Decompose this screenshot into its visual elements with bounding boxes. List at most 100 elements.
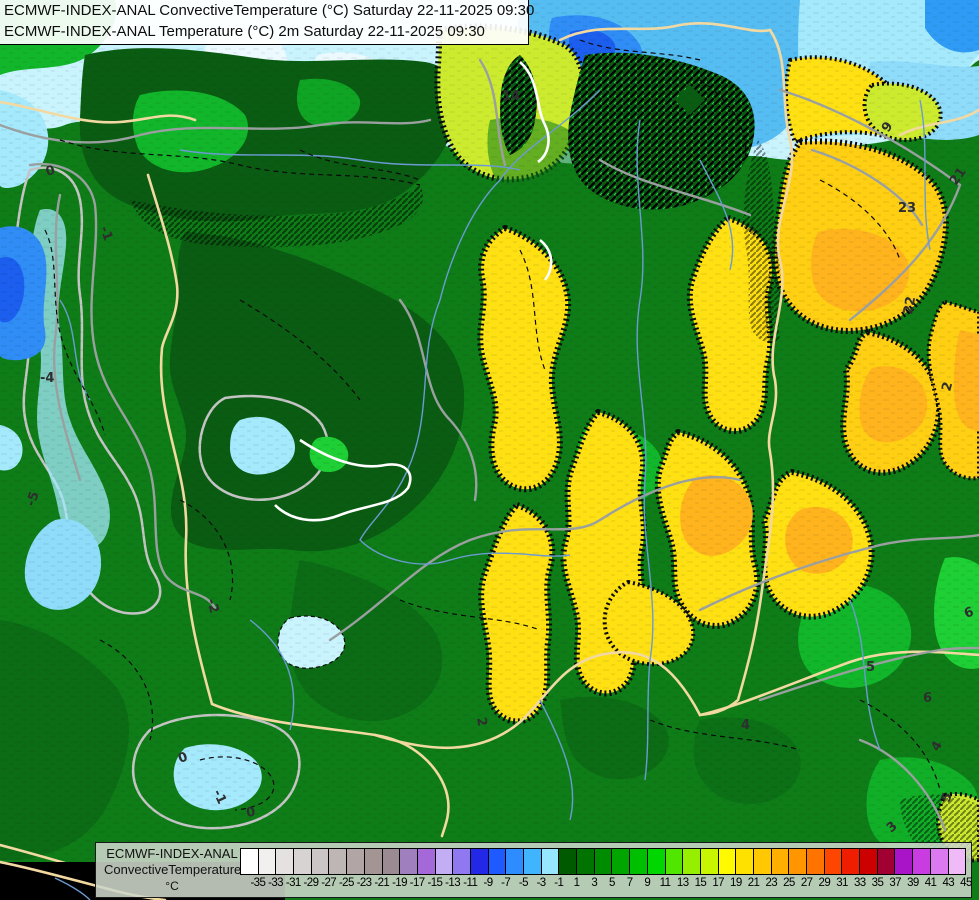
colorbar-label: -7 xyxy=(501,877,511,889)
colorbar-label: -33 xyxy=(268,877,283,889)
contour-label: -4 xyxy=(40,371,54,386)
colorbar-label: -1 xyxy=(554,877,564,889)
colorbar-cell xyxy=(470,849,489,874)
colorbar-cell xyxy=(753,849,772,874)
colorbar-label: 37 xyxy=(889,877,901,889)
contour-label: -1 xyxy=(96,224,115,243)
legend-model: ECMWF-INDEX-ANAL xyxy=(106,846,238,861)
colorbar-label: 11 xyxy=(659,877,671,889)
colorbar-cell xyxy=(789,849,807,874)
colorbar-cell xyxy=(524,849,542,874)
colorbar-label: 21 xyxy=(747,877,760,889)
contour-label: -1 xyxy=(209,787,229,806)
colorbar-cell xyxy=(948,849,966,874)
colorbar-cell xyxy=(311,849,330,874)
colorbar-label: -11 xyxy=(463,877,478,889)
colorbar-labels: -35 -33 -31 -29 -27 -25 -23 -21 -19 -17 -15 -13 -11-… xyxy=(249,877,975,893)
contour-label: 6 xyxy=(923,691,932,706)
colorbar-cell xyxy=(913,849,931,874)
colorbar-label: 23 xyxy=(765,877,778,889)
contour-label: 0 xyxy=(245,805,257,821)
colorbar-cell xyxy=(824,849,843,874)
colorbar-label: 27 xyxy=(800,877,813,889)
colorbar-cell xyxy=(665,849,684,874)
colorbar-cell xyxy=(258,849,277,874)
colorbar-cell xyxy=(895,849,914,874)
colorbar-cell xyxy=(347,849,365,874)
colorbar-cell xyxy=(276,849,295,874)
map-line-layer xyxy=(0,22,979,900)
colorbar-label: 3 xyxy=(591,877,598,889)
contour-label: 0 xyxy=(44,163,57,180)
colorbar-label: 31 xyxy=(836,877,848,889)
contour-label: -5 xyxy=(24,490,43,509)
colorbar-cell xyxy=(771,849,790,874)
legend-unit: °C xyxy=(165,879,179,893)
colorbar-label: 29 xyxy=(818,877,831,889)
colorbar-label: 41 xyxy=(924,877,937,889)
colorbar-cell xyxy=(842,849,861,874)
colorbar-cell xyxy=(400,849,418,874)
colorbar-label: 13 xyxy=(676,877,689,889)
contour-label: 4 xyxy=(741,718,750,733)
colorbar-label: -5 xyxy=(518,877,529,889)
legend-panel: ECMWF-INDEX-ANAL ConvectiveTemperature °… xyxy=(95,842,972,898)
colorbar-cell xyxy=(364,849,383,874)
colorbar-cell xyxy=(506,849,524,874)
legend-parameter: ConvectiveTemperature xyxy=(104,862,242,877)
colorbar-label: -9 xyxy=(483,877,493,889)
colorbar-cell xyxy=(630,849,648,874)
colorbar-cell xyxy=(612,849,631,874)
colorbar xyxy=(240,848,966,875)
colorbar-cell xyxy=(329,849,348,874)
colorbar-label: -31 xyxy=(285,877,301,889)
colorbar-label: -23 xyxy=(356,877,372,889)
colorbar-label: 19 xyxy=(730,877,742,889)
colorbar-label: 9 xyxy=(644,877,651,889)
contour-label: 2 xyxy=(939,380,956,393)
colorbar-cell xyxy=(417,849,436,874)
colorbar-label: -3 xyxy=(536,877,547,889)
colorbar-label: -29 xyxy=(303,877,319,889)
colorbar-label: 45 xyxy=(960,877,972,889)
colorbar-label: -27 xyxy=(321,877,337,889)
colorbar-cell xyxy=(382,849,401,874)
colorbar-label: 15 xyxy=(694,877,707,889)
contour-label: 14 xyxy=(502,89,520,104)
title-line-2: ECMWF-INDEX-ANAL Temperature (°C) 2m Sat… xyxy=(4,23,485,40)
colorbar-label: 17 xyxy=(712,877,724,889)
contour-label: 22 xyxy=(901,295,919,315)
colorbar-cell xyxy=(647,849,666,874)
colorbar-cell xyxy=(718,849,737,874)
colorbar-label: 7 xyxy=(626,877,633,889)
contour-label: 2 xyxy=(473,716,489,728)
colorbar-label: 1 xyxy=(573,877,580,889)
colorbar-cell xyxy=(559,849,578,874)
colorbar-label: 43 xyxy=(942,877,955,889)
colorbar-cell xyxy=(488,849,507,874)
title-line-1: ECMWF-INDEX-ANAL ConvectiveTemperature (… xyxy=(4,2,535,19)
colorbar-cell xyxy=(807,849,825,874)
colorbar-cell xyxy=(577,849,595,874)
contour-label: 5 xyxy=(866,660,875,675)
colorbar-cell xyxy=(294,849,312,874)
colorbar-label: 5 xyxy=(609,877,615,889)
colorbar-cell xyxy=(241,849,259,874)
contour-label: 23 xyxy=(898,201,916,216)
colorbar-cell xyxy=(877,849,896,874)
colorbar-label: 25 xyxy=(783,877,795,889)
colorbar-cell xyxy=(435,849,454,874)
colorbar-label: -21 xyxy=(374,877,390,889)
colorbar-cell xyxy=(541,849,560,874)
colorbar-cell xyxy=(683,849,701,874)
contour-label: -2 xyxy=(203,597,221,615)
legend-text: ECMWF-INDEX-ANAL ConvectiveTemperature °… xyxy=(104,846,242,894)
colorbar-cell xyxy=(930,849,949,874)
colorbar-label: -19 xyxy=(392,877,407,889)
colorbar-label: -25 xyxy=(338,877,354,889)
colorbar-label: -17 xyxy=(409,877,425,889)
